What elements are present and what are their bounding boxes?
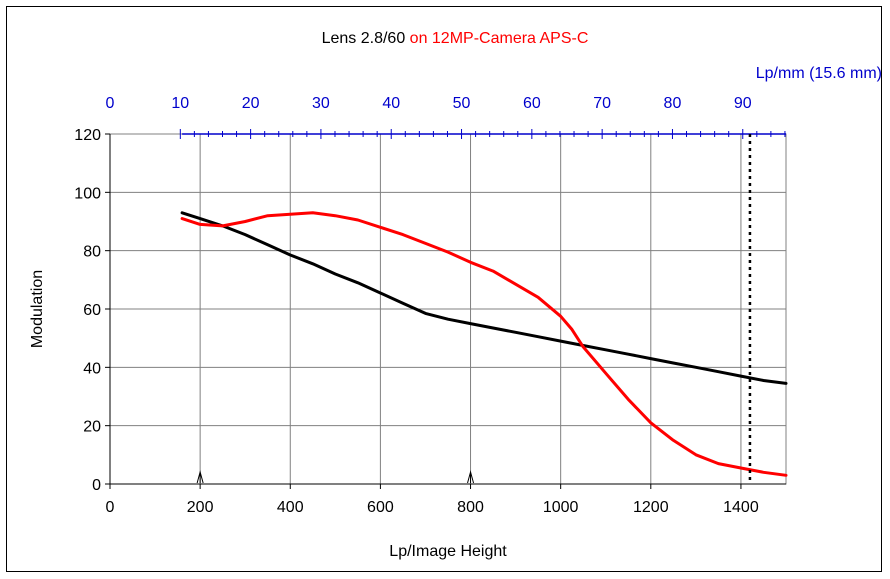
x-tick-label: 400 (277, 499, 304, 516)
x-arrow-marker (196, 470, 204, 484)
x-tick-label: 800 (457, 499, 484, 516)
red-mtf-line (180, 211, 788, 477)
x-axis-label: Lp/Image Height (389, 543, 507, 560)
x2-tick-label: 60 (523, 95, 541, 112)
y-tick-label: 40 (83, 360, 101, 377)
y-axis-label: Modulation (29, 270, 46, 348)
x2-tick-label: 0 (106, 95, 115, 112)
y-tick-label: 120 (74, 127, 101, 144)
x-tick-label: 0 (106, 499, 115, 516)
chart-title-camera: on 12MP-Camera APS-C (405, 30, 588, 47)
x-tick-label: 600 (367, 499, 394, 516)
black-mtf-line (180, 211, 788, 385)
x-tick-label: 1200 (633, 499, 669, 516)
chart-title: Lens 2.8/60 on 12MP-Camera APS-C (322, 30, 589, 47)
x2-tick-label: 70 (593, 95, 611, 112)
x2-tick-label: 40 (382, 95, 400, 112)
chart-title-lens: Lens 2.8/60 (322, 30, 406, 47)
x2-tick-label: 10 (171, 95, 189, 112)
y-tick-label: 0 (92, 477, 101, 494)
x2-tick-label: 80 (664, 95, 682, 112)
x-tick-label: 200 (187, 499, 214, 516)
x2-tick-label: 30 (312, 95, 330, 112)
x2-tick-label: 50 (453, 95, 471, 112)
y-tick-label: 100 (74, 185, 101, 202)
x2-axis-label: Lp/mm (15.6 mm) (756, 65, 882, 82)
y-tick-label: 60 (83, 302, 101, 319)
y-tick-label: 20 (83, 419, 101, 436)
x-arrow-marker (467, 470, 475, 484)
x-tick-label: 1400 (723, 499, 759, 516)
y-tick-label: 80 (83, 244, 101, 261)
x-tick-label: 1000 (543, 499, 579, 516)
x2-tick-label: 20 (242, 95, 260, 112)
x2-tick-label: 90 (734, 95, 752, 112)
